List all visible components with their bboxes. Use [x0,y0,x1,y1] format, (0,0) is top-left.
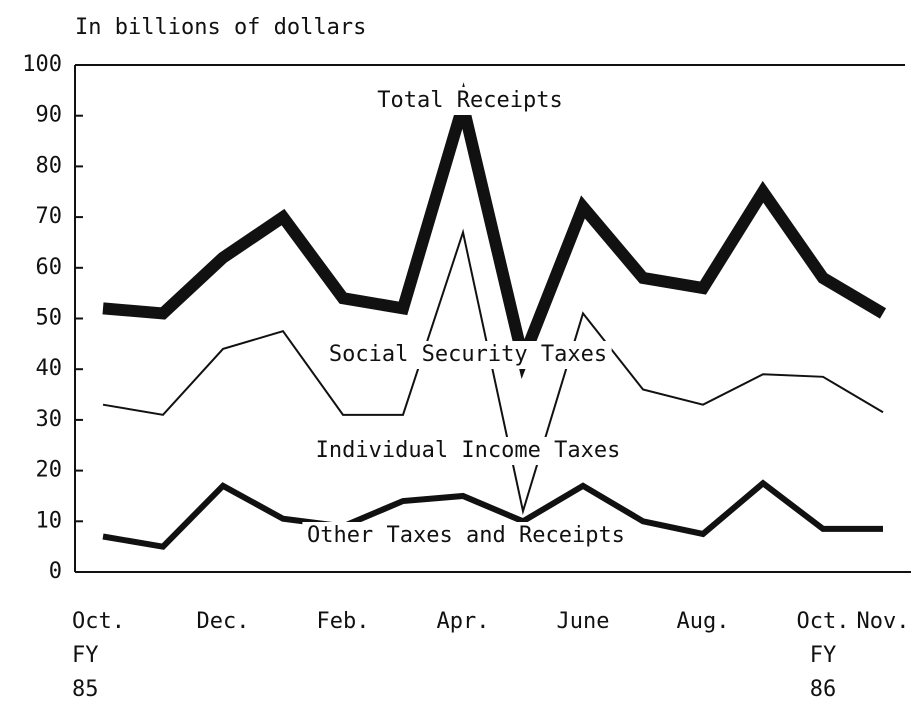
label-background [311,437,625,465]
label-background [302,522,630,550]
y-tick-label: 40 [36,356,63,381]
y-tick-label: 60 [36,255,63,280]
x-tick-label: Oct. FY 85 [72,609,125,702]
x-tick-label: Nov. [857,609,910,634]
y-tick-label: 10 [36,508,63,533]
x-tick-label: Apr. [437,609,490,634]
label-background [324,341,612,369]
y-tick-label: 30 [36,407,63,432]
y-tick-label: 50 [36,306,63,331]
y-tick-label: 90 [36,103,63,128]
y-tick-label: 0 [49,559,62,584]
series-label: Social Security Taxes [329,342,607,367]
series-label: Other Taxes and Receipts [307,523,625,548]
y-tick-label: 70 [36,204,63,229]
x-tick-label: Feb. [317,609,370,634]
x-tick-label: Oct. FY 86 [797,609,850,702]
series-line [102,82,887,380]
series-label: Individual Income Taxes [316,438,621,463]
y-tick-label: 20 [36,458,63,483]
y-tick-label: 80 [36,153,63,178]
series-label: Total Receipts [377,88,562,113]
x-tick-label: Aug. [677,609,730,634]
x-tick-label: Dec. [197,609,250,634]
label-background [372,87,568,115]
series-line [102,479,883,550]
series-line [102,228,884,516]
axis-title: In billions of dollars [75,15,366,40]
y-tick-label: 100 [22,52,62,77]
x-tick-label: June [557,609,610,634]
